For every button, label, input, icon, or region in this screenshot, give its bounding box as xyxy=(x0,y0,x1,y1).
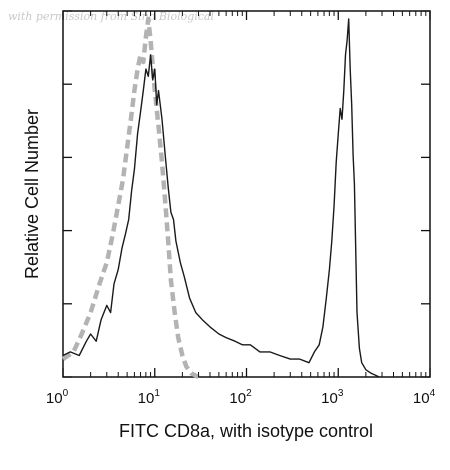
x-tick-label-base: 10 xyxy=(138,390,155,407)
x-tick-label-exponent: 3 xyxy=(338,388,344,399)
x-tick-label: 103 xyxy=(321,388,344,407)
plot-frame xyxy=(62,10,431,378)
x-tick-label: 102 xyxy=(229,388,252,407)
y-axis-label: Relative Cell Number xyxy=(22,109,42,279)
tick-layer: 100 101 102 103 104 xyxy=(46,10,436,407)
x-tick-label-base: 10 xyxy=(229,390,246,407)
x-tick-label-base: 10 xyxy=(46,390,63,407)
x-tick-label: 101 xyxy=(138,388,161,407)
x-tick-label-exponent: 0 xyxy=(63,388,69,399)
sample-series-line xyxy=(62,18,380,378)
x-tick-label: 100 xyxy=(46,388,69,407)
isotype-control-series-line xyxy=(61,16,200,380)
x-tick-label-base: 10 xyxy=(321,390,338,407)
x-tick-label-exponent: 2 xyxy=(246,388,252,399)
x-tick-label-exponent: 1 xyxy=(154,388,160,399)
x-tick-label: 104 xyxy=(413,388,436,407)
x-axis-label: FITC CD8a, with isotype control xyxy=(119,421,373,441)
x-tick-label-base: 10 xyxy=(413,390,430,407)
series-layer xyxy=(61,16,380,380)
watermark-text: with permission from Sino Biological xyxy=(8,10,214,23)
x-tick-label-exponent: 4 xyxy=(430,388,436,399)
